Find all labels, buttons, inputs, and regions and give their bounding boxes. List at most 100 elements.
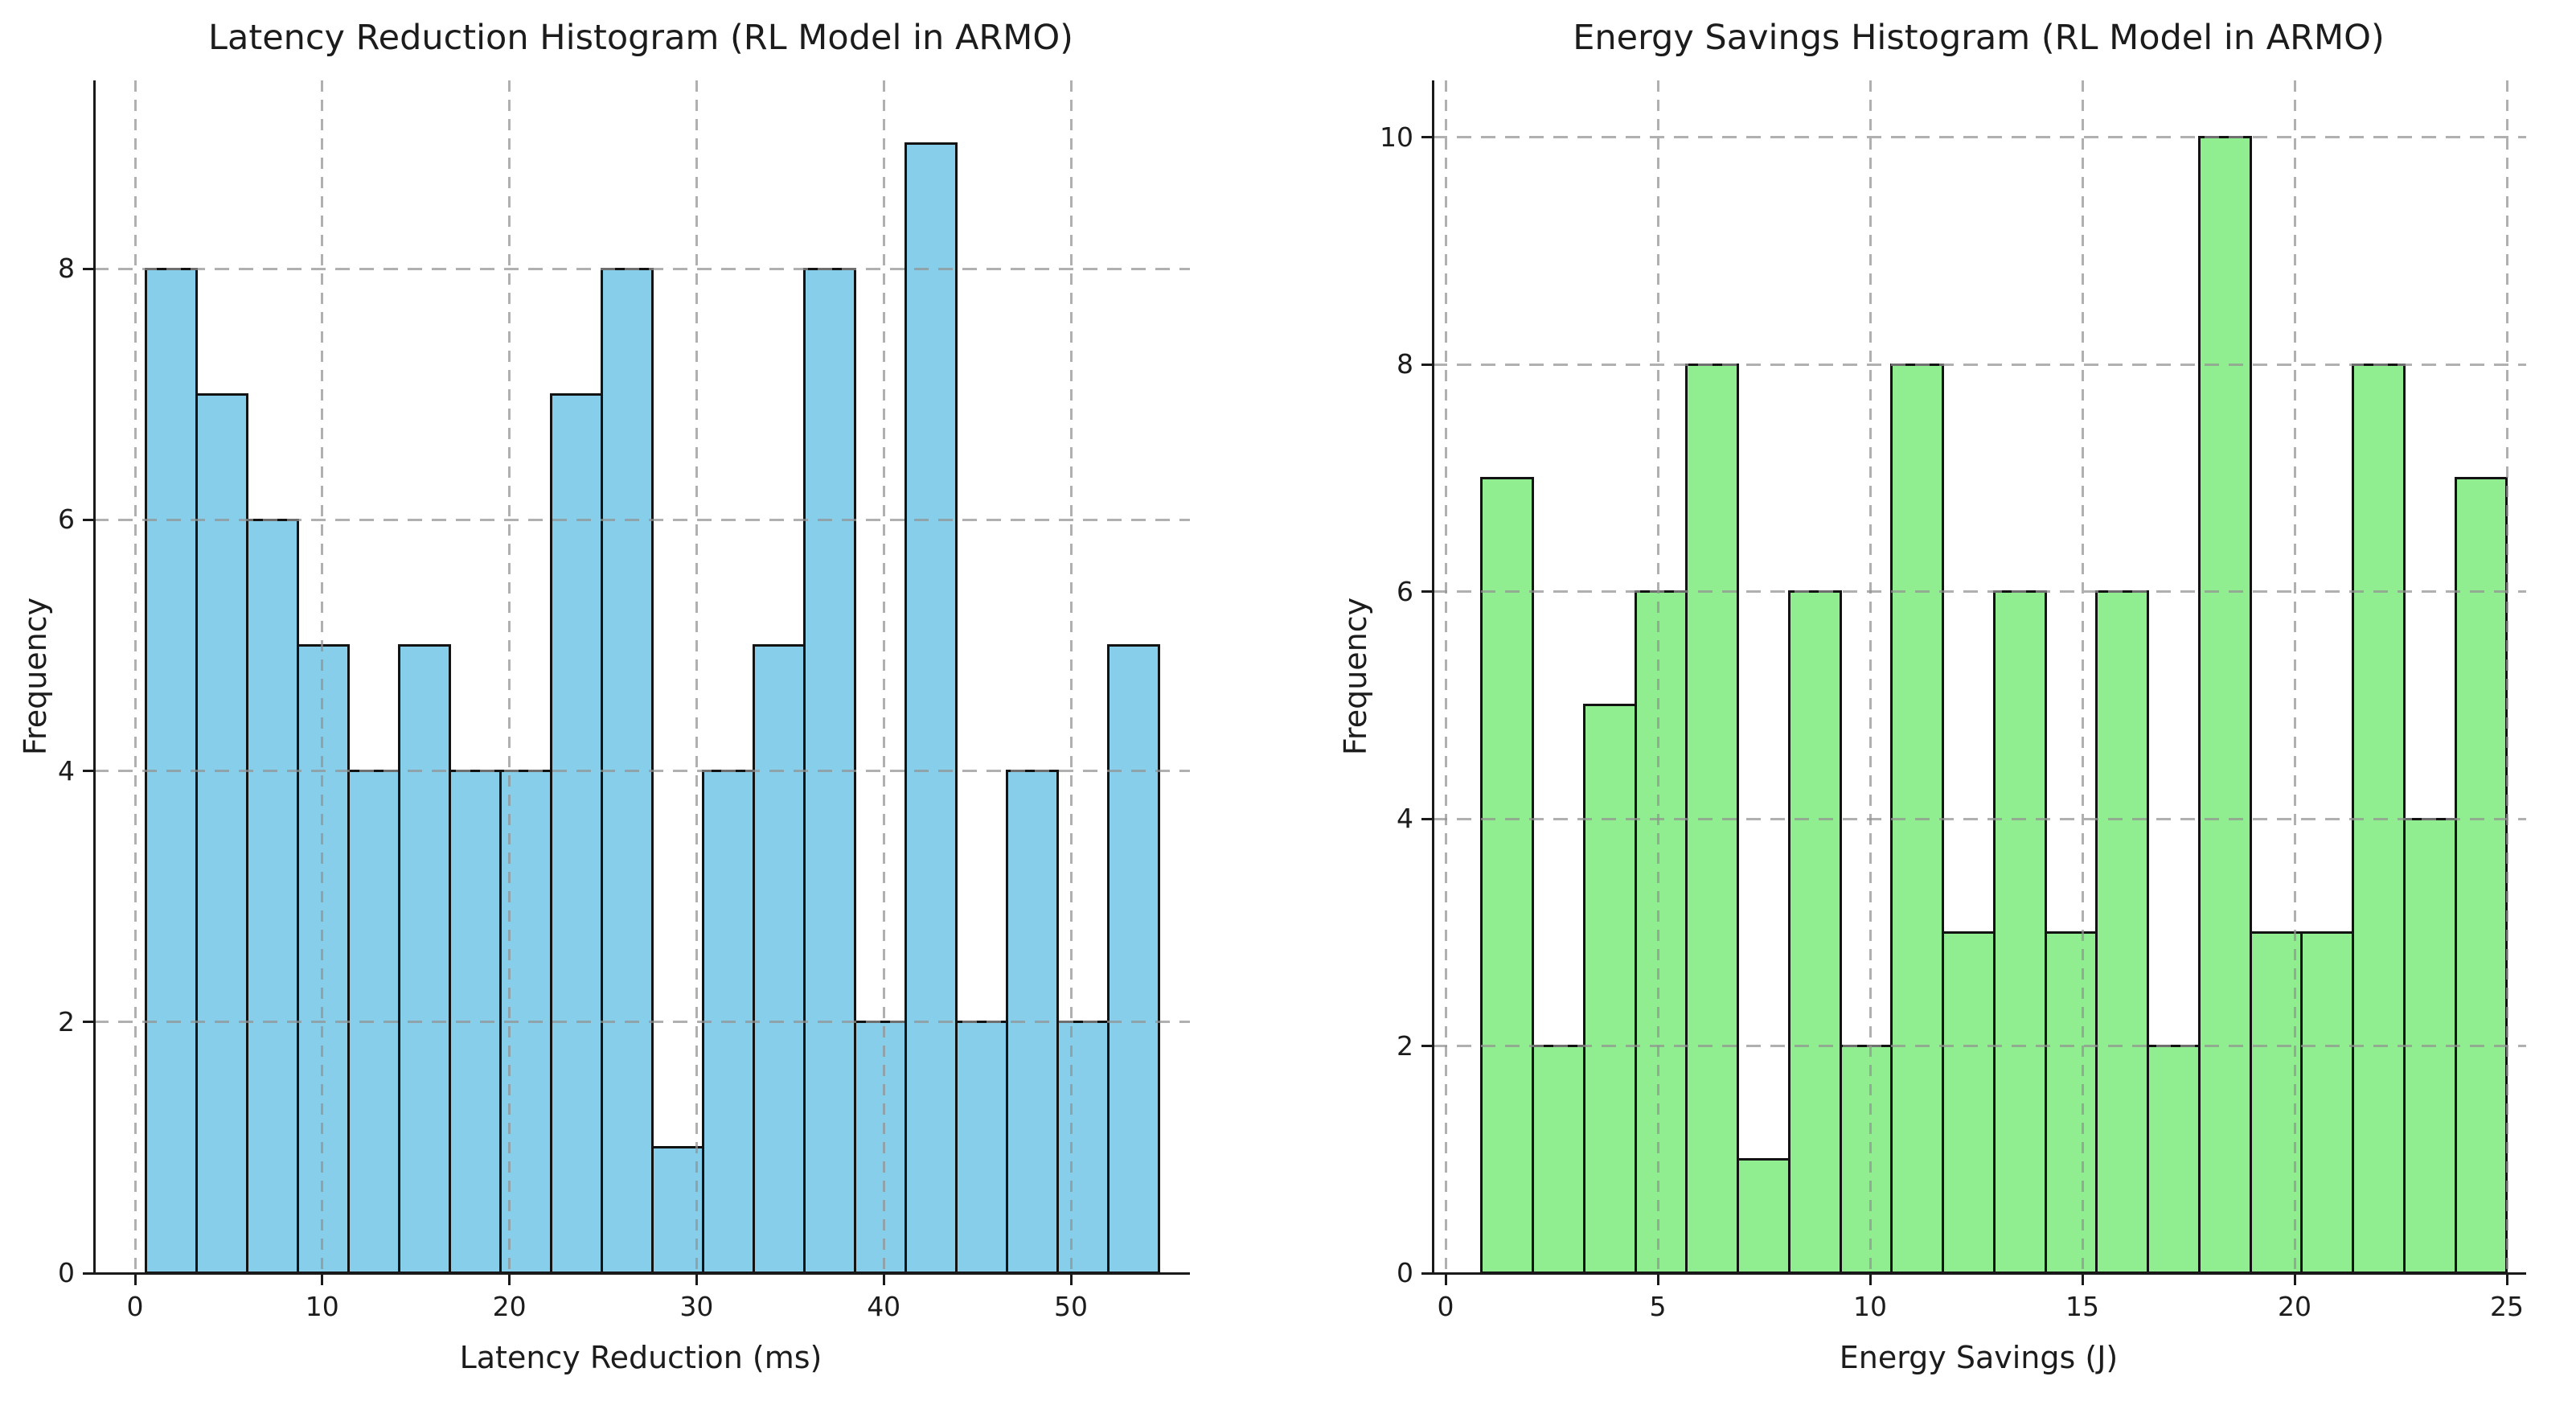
y-tick-label: 4 — [1397, 803, 1413, 835]
x-gridline — [695, 80, 698, 1273]
y-tick-label: 0 — [1397, 1257, 1413, 1288]
x-gridline — [2505, 80, 2508, 1273]
energy-y-axis-label: Frequency — [1338, 597, 1373, 756]
y-tick-label: 2 — [1397, 1029, 1413, 1062]
y-gridline — [94, 267, 1190, 270]
y-tick-mark — [1421, 1045, 1432, 1048]
x-tick-mark — [2081, 1274, 2084, 1285]
histogram-bar — [246, 518, 300, 1275]
x-tick-mark — [695, 1274, 698, 1285]
histogram-bar — [2454, 476, 2508, 1275]
x-tick-label: 0 — [1437, 1291, 1454, 1322]
histogram-bar — [1056, 1021, 1110, 1275]
x-tick-mark — [1069, 1274, 1073, 1285]
histogram-bar — [1532, 1045, 1585, 1275]
y-axis-spine — [1431, 80, 1434, 1275]
y-gridline — [1433, 817, 2526, 820]
x-tick-label: 20 — [2278, 1291, 2311, 1322]
histogram-bar — [1106, 643, 1160, 1275]
y-tick-label: 8 — [58, 253, 75, 285]
x-gridline — [2293, 80, 2296, 1273]
histogram-bar — [2095, 590, 2150, 1275]
energy-chart-title: Energy Savings Histogram (RL Model in AR… — [1573, 18, 2385, 58]
y-tick-label: 6 — [58, 503, 75, 536]
y-gridline — [94, 518, 1190, 521]
histogram-bar — [1737, 1158, 1790, 1275]
y-axis-spine — [92, 80, 96, 1275]
x-tick-mark — [321, 1274, 324, 1285]
x-tick-label: 25 — [2490, 1291, 2524, 1322]
y-gridline — [1433, 1045, 2526, 1048]
x-axis-spine — [92, 1272, 1190, 1275]
y-tick-mark — [1421, 1272, 1432, 1275]
y-tick-mark — [82, 1021, 93, 1024]
y-gridline — [94, 770, 1190, 773]
x-gridline — [1069, 80, 1073, 1273]
y-tick-mark — [82, 267, 93, 270]
histogram-bar — [398, 643, 452, 1275]
y-tick-label: 10 — [1380, 121, 1413, 153]
histogram-bar — [2197, 136, 2252, 1275]
latency-y-axis-label: Frequency — [18, 597, 53, 756]
y-tick-mark — [1421, 136, 1432, 139]
histogram-bar — [2147, 1045, 2201, 1275]
y-tick-mark — [82, 1272, 93, 1275]
x-tick-mark — [882, 1274, 885, 1285]
x-gridline — [133, 80, 137, 1273]
y-tick-label: 8 — [1397, 348, 1413, 380]
x-tick-label: 30 — [679, 1291, 714, 1322]
energy-x-axis-label: Energy Savings (J) — [1839, 1340, 2119, 1375]
x-gridline — [321, 80, 324, 1273]
y-tick-label: 0 — [58, 1257, 75, 1288]
y-tick-label: 2 — [58, 1005, 75, 1037]
x-gridline — [882, 80, 885, 1273]
histogram-bar — [1634, 590, 1688, 1275]
x-tick-label: 15 — [2065, 1291, 2099, 1322]
latency-x-axis-label: Latency Reduction (ms) — [459, 1340, 822, 1375]
x-tick-label: 10 — [1853, 1291, 1887, 1322]
histogram-bar — [195, 392, 249, 1275]
y-tick-mark — [82, 518, 93, 521]
histogram-bar — [1942, 931, 1996, 1275]
x-tick-mark — [1868, 1274, 1872, 1285]
y-gridline — [1433, 363, 2526, 366]
y-tick-mark — [1421, 817, 1432, 820]
x-tick-label: 0 — [126, 1291, 144, 1322]
x-tick-label: 5 — [1649, 1291, 1667, 1322]
histogram-bar — [1787, 590, 1842, 1275]
histogram-bar — [2300, 931, 2355, 1275]
y-tick-label: 6 — [1397, 575, 1413, 607]
x-gridline — [1868, 80, 1872, 1273]
x-tick-mark — [2505, 1274, 2508, 1285]
y-tick-mark — [1421, 590, 1432, 594]
x-tick-mark — [1656, 1274, 1659, 1285]
x-gridline — [1444, 80, 1447, 1273]
y-gridline — [1433, 590, 2526, 594]
histogram-bar — [753, 643, 806, 1275]
x-tick-mark — [133, 1274, 137, 1285]
x-tick-label: 50 — [1054, 1291, 1088, 1322]
histogram-bar — [1582, 704, 1637, 1275]
y-gridline — [1433, 136, 2526, 139]
y-gridline — [94, 1021, 1190, 1024]
histogram-bar — [1839, 1045, 1893, 1275]
x-tick-label: 40 — [867, 1291, 901, 1322]
histogram-bar — [550, 392, 604, 1275]
x-gridline — [1656, 80, 1659, 1273]
x-tick-mark — [2293, 1274, 2296, 1285]
histogram-bar — [1992, 590, 2047, 1275]
x-gridline — [2081, 80, 2084, 1273]
y-tick-mark — [82, 770, 93, 773]
histogram-bar — [904, 142, 958, 1275]
y-tick-label: 4 — [58, 754, 75, 787]
histogram-bar — [854, 1021, 908, 1275]
x-axis-spine — [1431, 1272, 2526, 1275]
histogram-bar — [2044, 931, 2098, 1275]
x-tick-mark — [1444, 1274, 1447, 1285]
y-tick-mark — [1421, 363, 1432, 366]
histogram-bar — [1480, 476, 1535, 1275]
x-tick-label: 10 — [305, 1291, 339, 1322]
histogram-bar — [955, 1021, 1008, 1275]
x-tick-label: 20 — [492, 1291, 527, 1322]
